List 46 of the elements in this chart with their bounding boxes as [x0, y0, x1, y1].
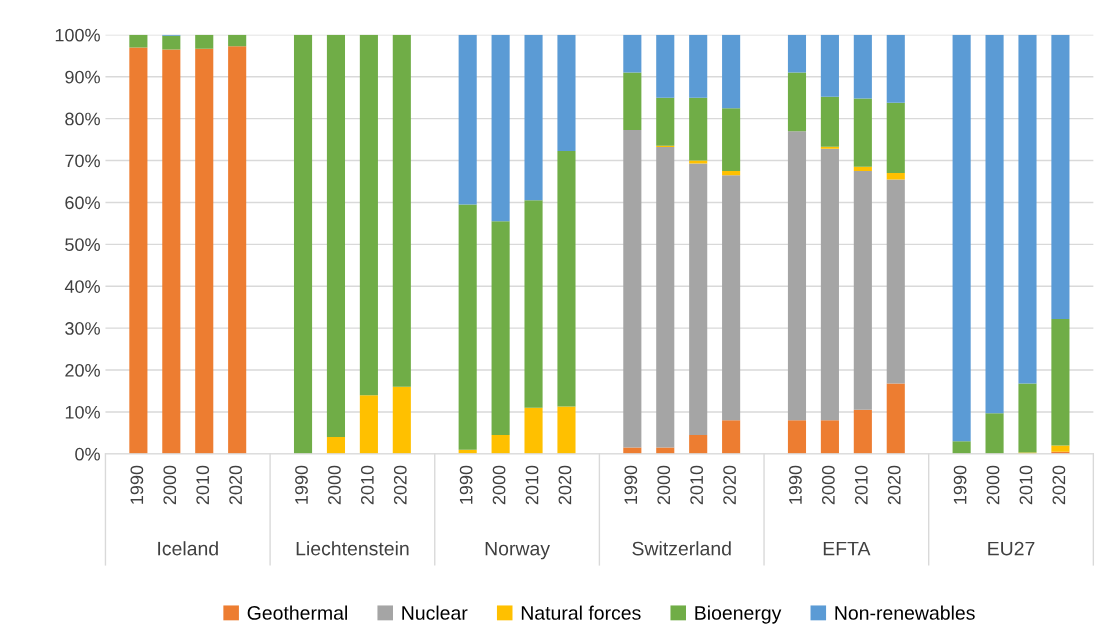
x-tick-label: 2010 [196, 465, 210, 505]
y-tick-label: 90% [65, 70, 100, 84]
x-tick-label: 2000 [163, 465, 177, 505]
y-tick-label: 10% [65, 405, 100, 419]
y-tick-label: 100% [55, 28, 100, 42]
x-tick-label: 2010 [854, 465, 868, 505]
text: EFTA [823, 541, 871, 556]
y-tick-label: 60% [65, 196, 100, 210]
text: Norway [485, 541, 550, 560]
text: Iceland [158, 541, 218, 556]
text: Liechtenstein [296, 541, 409, 556]
legend-label: Geothermal [247, 605, 347, 620]
x-tick-label: 2020 [393, 465, 407, 505]
x-tick-label: 1990 [789, 465, 802, 504]
y-tick-label: 0% [75, 447, 100, 461]
y-tick-label: 80% [65, 112, 100, 126]
x-tick-label: 1990 [459, 465, 473, 504]
x-tick-label: 1990 [624, 465, 638, 504]
x-tick-label: 2000 [657, 465, 671, 505]
x-tick-label: 1990 [130, 465, 144, 504]
legend-label: Natural forces [521, 605, 641, 620]
x-tick-label: 2020 [1052, 465, 1066, 505]
x-tick-label: 2000 [986, 465, 1000, 505]
x-tick-label: 2010 [525, 465, 539, 505]
x-tick-label: 2000 [821, 465, 835, 505]
text: Switzerland [632, 541, 731, 556]
y-tick-label: 50% [65, 238, 100, 252]
x-tick-label: 2010 [360, 465, 374, 505]
x-tick-label: 2010 [1019, 465, 1033, 505]
y-tick-label: 20% [65, 363, 100, 377]
y-tick-label: 30% [65, 322, 100, 335]
x-tick-label: 2020 [723, 465, 736, 505]
x-tick-label: 2000 [328, 465, 341, 505]
legend-label: Non-renewables [835, 605, 975, 620]
x-tick-label: 1990 [953, 465, 967, 504]
y-tick-label: 70% [65, 154, 100, 168]
legend-label: Bioenergy [695, 605, 782, 624]
x-tick-label: 2020 [229, 465, 243, 505]
x-tick-label: 2020 [558, 465, 572, 505]
x-tick-label: 1990 [295, 465, 308, 504]
x-tick-label: 2020 [887, 465, 901, 505]
y-tick-label: 40% [64, 280, 100, 293]
x-tick-label: 2000 [492, 465, 506, 505]
text: EU27 [988, 541, 1035, 556]
x-tick-label: 2010 [690, 465, 704, 505]
legend-label: Nuclear [402, 605, 468, 620]
